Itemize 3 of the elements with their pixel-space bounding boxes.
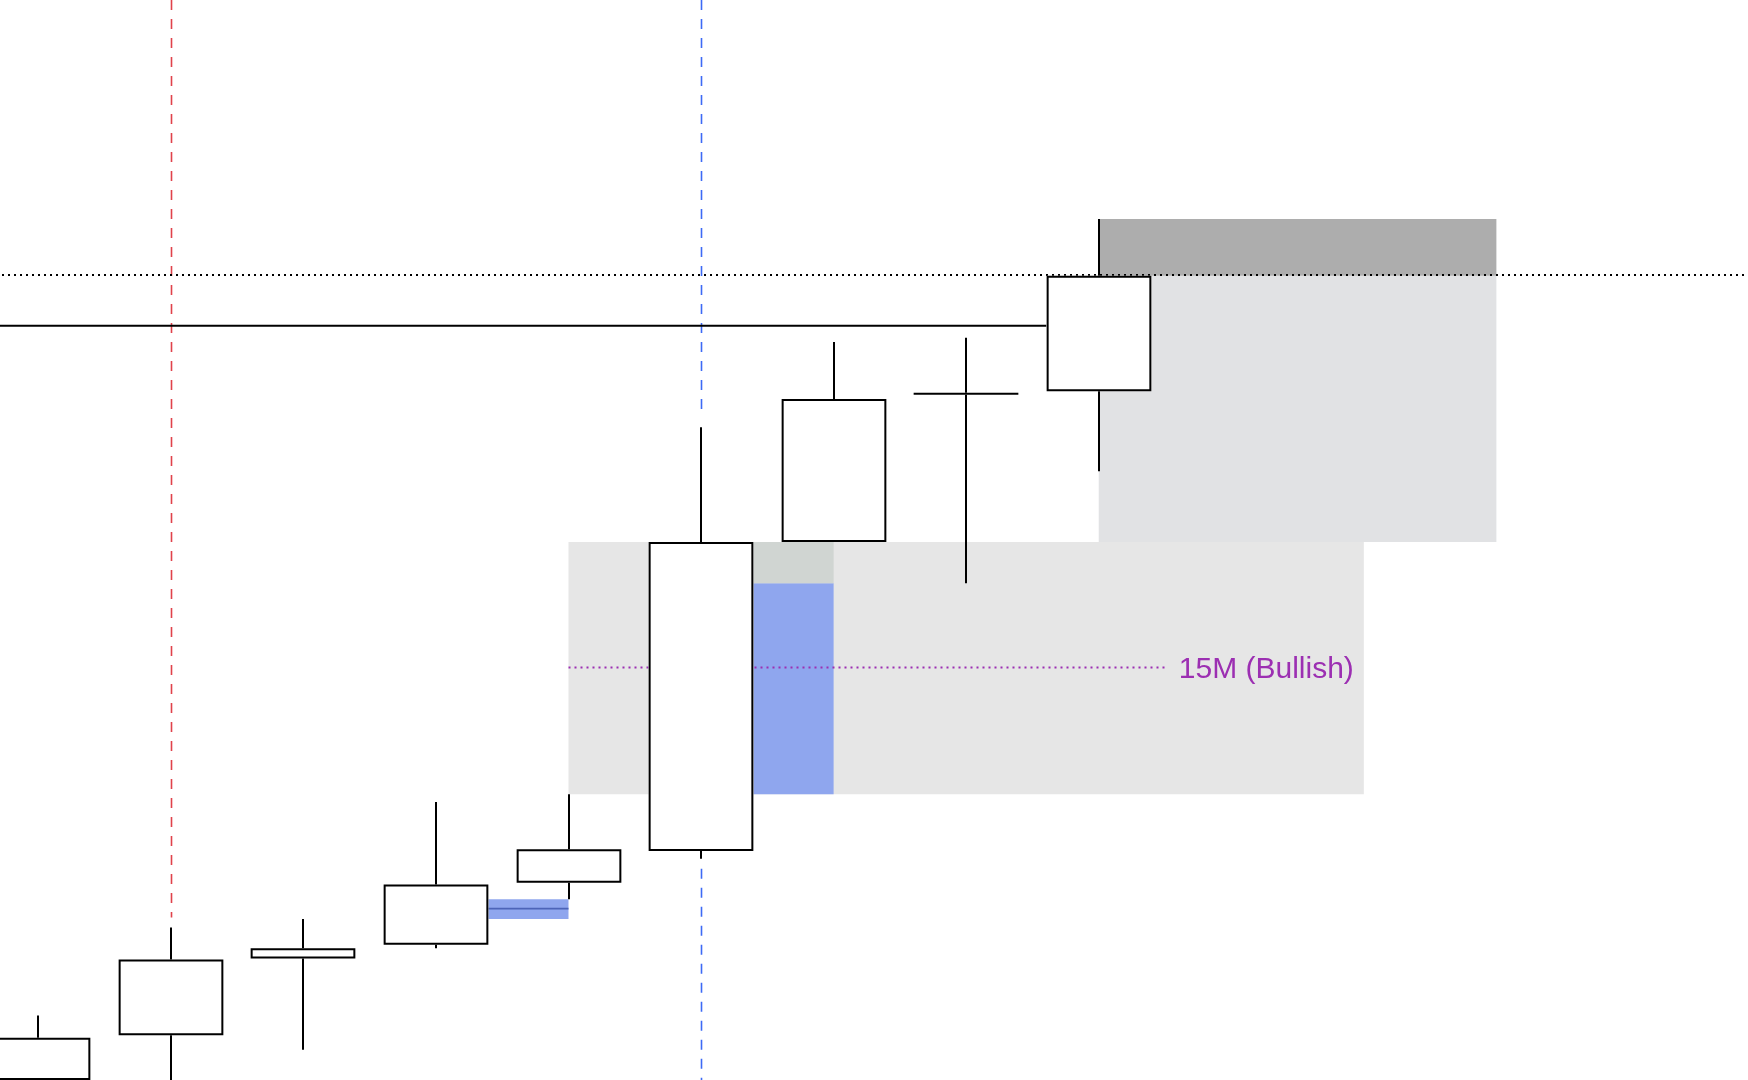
candlestick (913, 336, 1019, 585)
candlestick (250, 917, 356, 1051)
ref-line-label: 15M (Bullish) (1178, 650, 1354, 684)
